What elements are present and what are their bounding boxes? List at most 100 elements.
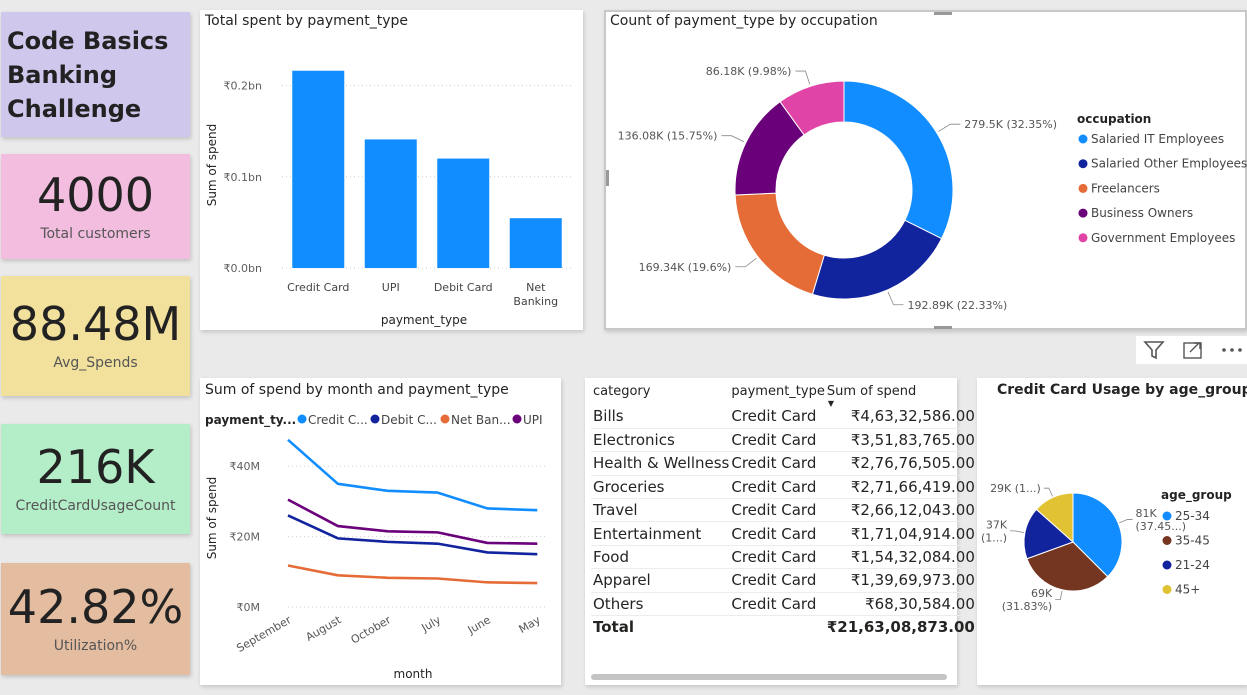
- bar-chart-panel[interactable]: Total spent by payment_type ₹0.0bn ₹0.1bn…: [200, 10, 583, 330]
- table-row[interactable]: Bills Credit Card ₹4,63,32,586.00: [591, 405, 977, 429]
- legend-marker: [1078, 208, 1088, 218]
- table-cell: Credit Card: [729, 475, 825, 500]
- table-row[interactable]: Apparel Credit Card ₹1,39,69,973.00: [591, 568, 977, 593]
- table-cell: Health & Wellness: [591, 451, 730, 476]
- legend-marker: [1162, 585, 1172, 594]
- horizontal-scrollbar[interactable]: [591, 674, 947, 680]
- x-tick-label: June: [465, 613, 493, 637]
- pie-slice: [1072, 492, 1123, 578]
- table-row[interactable]: Food Credit Card ₹1,54,32,084.00: [591, 545, 977, 570]
- chart-title: Count of payment_type by occupation: [610, 13, 878, 29]
- spend-table[interactable]: category payment_type Sum of spend ▼ Bil…: [591, 382, 977, 639]
- kpi-card-utilization[interactable]: 42.82% Utilization%: [1, 563, 190, 675]
- table-header-row: category payment_type Sum of spend ▼: [591, 382, 977, 408]
- donut-slice: [843, 80, 954, 240]
- bar-chart[interactable]: ₹0.0bn ₹0.1bn ₹0.2bn Credit Card UPI Debit Ca…: [200, 10, 583, 330]
- table-row[interactable]: Entertainment Credit Card ₹1,71,04,914.00: [591, 521, 977, 546]
- table-cell: ₹1,71,04,914.00: [824, 521, 977, 546]
- table-cell: ₹68,30,584.00: [824, 592, 977, 617]
- x-tick-label: August: [304, 613, 344, 644]
- table-body: Bills Credit Card ₹4,63,32,586.00 Electroni…: [591, 405, 977, 639]
- legend-item: Credit C...: [308, 413, 368, 427]
- column-header[interactable]: category: [593, 384, 651, 399]
- y-tick-label: ₹0.1bn: [224, 171, 262, 184]
- table-cell: ₹4,63,32,586.00: [824, 405, 977, 429]
- pie-chart[interactable]: 81K(37.45...) 69K(31.83%) 37K(1...) 29K (1.…: [977, 378, 1247, 685]
- data-label: 69K: [1031, 587, 1053, 600]
- legend-item: Salaried IT Employees: [1091, 132, 1224, 146]
- table-row[interactable]: Travel Credit Card ₹2,66,12,043.00: [591, 498, 977, 523]
- donut-slice: [811, 219, 943, 300]
- kpi-card-avg-spends[interactable]: 88.48M Avg_Spends: [1, 276, 190, 396]
- leader-line: [735, 257, 757, 268]
- table-row[interactable]: Health & Wellness Credit Card ₹2,76,76,505…: [591, 451, 977, 476]
- legend-marker: [512, 414, 522, 424]
- kpi-label: Avg_Spends: [53, 355, 138, 371]
- resize-handle: [934, 326, 952, 329]
- focus-mode-icon[interactable]: [1181, 338, 1205, 362]
- table-row[interactable]: Others Credit Card ₹68,30,584.00: [591, 592, 977, 617]
- legend-item: 21-24: [1175, 558, 1210, 572]
- series-line: [287, 438, 538, 512]
- column-header[interactable]: payment_type: [731, 384, 825, 399]
- line-chart[interactable]: ₹0M ₹20M ₹40M September August October July Jun…: [200, 378, 561, 685]
- legend-marker: [297, 414, 307, 424]
- table-cell: Credit Card: [729, 545, 825, 570]
- kpi-value: 88.48M: [9, 297, 182, 351]
- table-row[interactable]: Electronics Credit Card ₹3,51,83,765.00: [591, 428, 977, 453]
- table-cell: Credit Card: [729, 521, 825, 546]
- leader-line: [795, 70, 811, 85]
- legend-item: 25-34: [1175, 509, 1210, 523]
- legend-item: Business Owners: [1091, 206, 1193, 220]
- table-row[interactable]: Groceries Credit Card ₹2,71,66,419.00: [591, 475, 977, 500]
- filter-icon[interactable]: [1142, 338, 1166, 362]
- chart-title: Sum of spend by month and payment_type: [205, 382, 509, 398]
- x-tick-label: September: [234, 613, 294, 655]
- leader-line: [1055, 590, 1063, 601]
- series-line: [287, 514, 538, 556]
- data-label: (31.83%): [1002, 600, 1053, 613]
- visual-header: [1136, 336, 1247, 364]
- data-label: 86.18K (9.98%): [706, 65, 792, 78]
- table-cell: Food: [591, 545, 730, 570]
- resize-handle: [934, 12, 952, 15]
- x-axis-title: month: [394, 667, 433, 681]
- table-cell: ₹2,66,12,043.00: [824, 498, 977, 523]
- legend-marker: [1078, 134, 1088, 144]
- data-label: 279.5K (32.35%): [964, 118, 1057, 131]
- table-cell: Credit Card: [729, 451, 825, 476]
- y-tick-label: ₹0.2bn: [224, 80, 262, 93]
- legend-item: 45+: [1175, 583, 1200, 597]
- legend-marker: [1078, 233, 1088, 243]
- y-tick-label: ₹0.0bn: [224, 262, 262, 275]
- kpi-card-customers[interactable]: 4000 Total customers: [1, 154, 190, 259]
- kpi-card-cc-usage[interactable]: 216K CreditCardUsageCount: [1, 424, 190, 534]
- y-axis-title: Sum of spend: [205, 477, 219, 560]
- leader-line: [938, 123, 961, 132]
- kpi-value: 42.82%: [7, 580, 184, 634]
- donut-slice: [734, 192, 825, 295]
- data-label: 37K: [986, 518, 1008, 531]
- pie-chart-panel[interactable]: Credit Card Usage by age_group 81K (37.45…: [977, 378, 1247, 685]
- y-axis-title: Sum of spend: [205, 124, 219, 207]
- legend-item: Net Ban...: [451, 413, 511, 427]
- data-label: 29K (1...): [990, 482, 1041, 495]
- sort-descending-icon: ▼: [827, 399, 834, 408]
- pie-slice: [1026, 541, 1109, 592]
- donut-chart[interactable]: 279.5K (32.35%) 192.89K (22.33%) 169.34K (…: [604, 10, 1247, 330]
- x-tick-label: Debit Card: [434, 281, 493, 294]
- table-cell: Travel: [591, 498, 730, 523]
- table-cell: [729, 615, 825, 639]
- title-card: Code Basics Banking Challenge: [1, 12, 190, 137]
- legend-marker: [440, 414, 450, 424]
- table-cell: ₹2,71,66,419.00: [824, 475, 977, 500]
- donut-chart-panel[interactable]: Count of payment_type by occupation 279.…: [604, 10, 1247, 330]
- table-panel[interactable]: category payment_type Sum of spend ▼ Bil…: [585, 378, 977, 685]
- dashboard-title-line-3: Challenge: [7, 94, 142, 123]
- table-total-row[interactable]: Total ₹21,63,08,873.00: [591, 615, 977, 639]
- column-header-sorted[interactable]: Sum of spend ▼: [825, 382, 977, 408]
- x-tick-label: July: [419, 613, 444, 635]
- line-chart-panel[interactable]: Sum of spend by month and payment_type ₹…: [200, 378, 561, 685]
- leader-line: [721, 135, 745, 143]
- more-options-icon[interactable]: [1219, 338, 1245, 362]
